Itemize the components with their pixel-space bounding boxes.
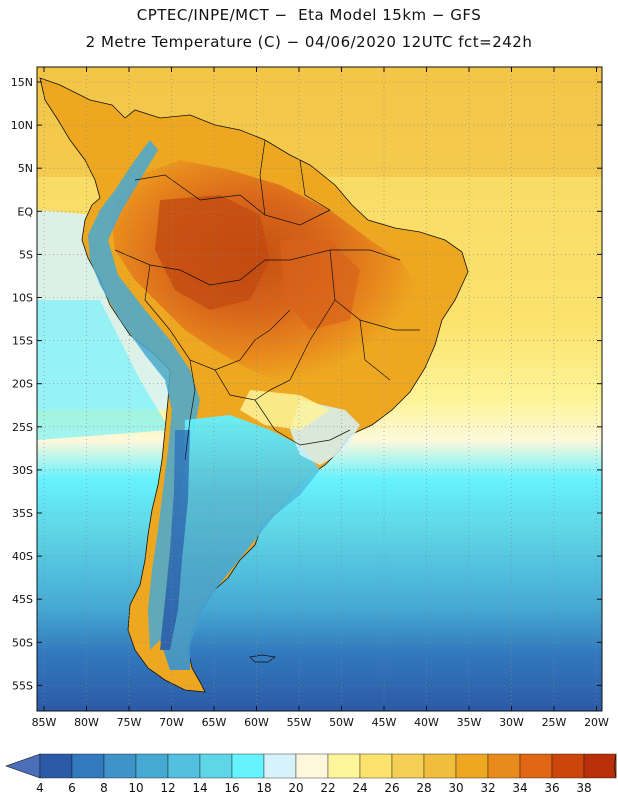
latitude-label: 50S [12,636,33,649]
colorbar-label: 24 [352,781,367,795]
colorbar-label: 38 [576,781,591,795]
colorbar-label: 16 [224,781,239,795]
longitude-label: 50W [329,716,354,729]
colorbar-label: 28 [416,781,431,795]
colorbar-swatch [391,753,425,779]
country-borders [114,139,420,461]
central-brazil-hot [280,240,360,330]
colorbar-label: 8 [100,781,108,795]
colorbar-label: 4 [36,781,44,795]
colorbar-swatch [327,753,361,779]
longitude-label: 80W [74,716,99,729]
colorbar-swatch [423,753,457,779]
latitude-label: 10N [11,119,33,132]
colorbar-swatch [583,753,617,779]
latitude-label: 15S [12,335,33,348]
colorbar-swatch [39,753,73,779]
map-frame [36,66,603,712]
latitude-label: 35S [12,507,33,520]
lat-lon-grid [37,67,602,711]
longitude-label: 55W [287,716,312,729]
latitude-label: 30S [12,464,33,477]
falkland-islands [249,654,276,663]
southern-cone-cool [160,415,320,670]
temperature-colorbar: 4 6 8 10 12 14 16 18 20 22 24 26 28 30 32 34 36 38 [5,753,617,795]
colorbar-label: 10 [128,781,143,795]
latitude-label: 15N [11,76,33,89]
colorbar-label: 26 [384,781,399,795]
longitude-label: 30W [499,716,524,729]
latitude-label: 55S [12,679,33,692]
colorbar-swatch [519,753,553,779]
hottest-core [155,195,270,310]
longitude-label: 60W [244,716,269,729]
colorbar-swatch [551,753,585,779]
colorbar-swatch [167,753,201,779]
colorbar-swatch [295,753,329,779]
colorbar-swatch [455,753,489,779]
latitude-label: 40S [12,550,33,563]
colorbar-label: 12 [160,781,175,795]
parana-transition-zone [240,390,330,430]
colorbar-swatch [199,753,233,779]
colorbar-label: 36 [544,781,559,795]
colorbar-label: 20 [288,781,303,795]
longitude-label: 70W [159,716,184,729]
map-subtitle: 2 Metre Temperature (C) − 04/06/2020 12U… [85,33,533,51]
longitude-label: 35W [457,716,482,729]
colorbar-label: 34 [512,781,527,795]
latitude-label: EQ [17,205,33,218]
colorbar-swatch [487,753,521,779]
colorbar-label: 6 [68,781,76,795]
longitude-label: 20W [584,716,609,729]
longitude-axis: 85W 80W 75W 70W 65W 60W 55W 50W 45W 40W 35W 30W 25W 2… [32,67,609,729]
colorbar-swatch [263,753,297,779]
colorbar-label: 18 [256,781,271,795]
latitude-label: 5S [19,248,33,261]
latitude-label: 20S [12,378,33,391]
patagonian-andes [160,430,190,650]
colorbar-label: 32 [480,781,495,795]
colorbar-label: 30 [448,781,463,795]
colorbar-swatch [359,753,393,779]
longitude-label: 85W [32,716,57,729]
latitude-label: 25S [12,421,33,434]
colorbar-low-arrow [5,753,41,779]
latitude-label: 10S [12,292,33,305]
colorbar-swatch [103,753,137,779]
colorbar-swatch [71,753,105,779]
colorbar-label: 22 [320,781,335,795]
colorbar-label: 14 [192,781,207,795]
longitude-label: 65W [202,716,227,729]
longitude-label: 25W [542,716,567,729]
longitude-label: 45W [372,716,397,729]
colorbar-swatch [135,753,169,779]
longitude-label: 75W [117,716,142,729]
latitude-label: 45S [12,593,33,606]
latitude-axis: 15N 10N 5N EQ 5S 10S 15S 20S 25S 30S 35S 40S 45S 50S 5… [11,76,602,692]
colorbar-high-arrow [613,753,617,779]
latitude-label: 5N [18,162,33,175]
longitude-label: 40W [414,716,439,729]
map-title: CPTEC/INPE/MCT − Eta Model 15km − GFS [136,6,482,24]
colorbar-swatch [231,753,265,779]
pacific-cold-current [37,300,170,440]
map-area [37,67,602,711]
